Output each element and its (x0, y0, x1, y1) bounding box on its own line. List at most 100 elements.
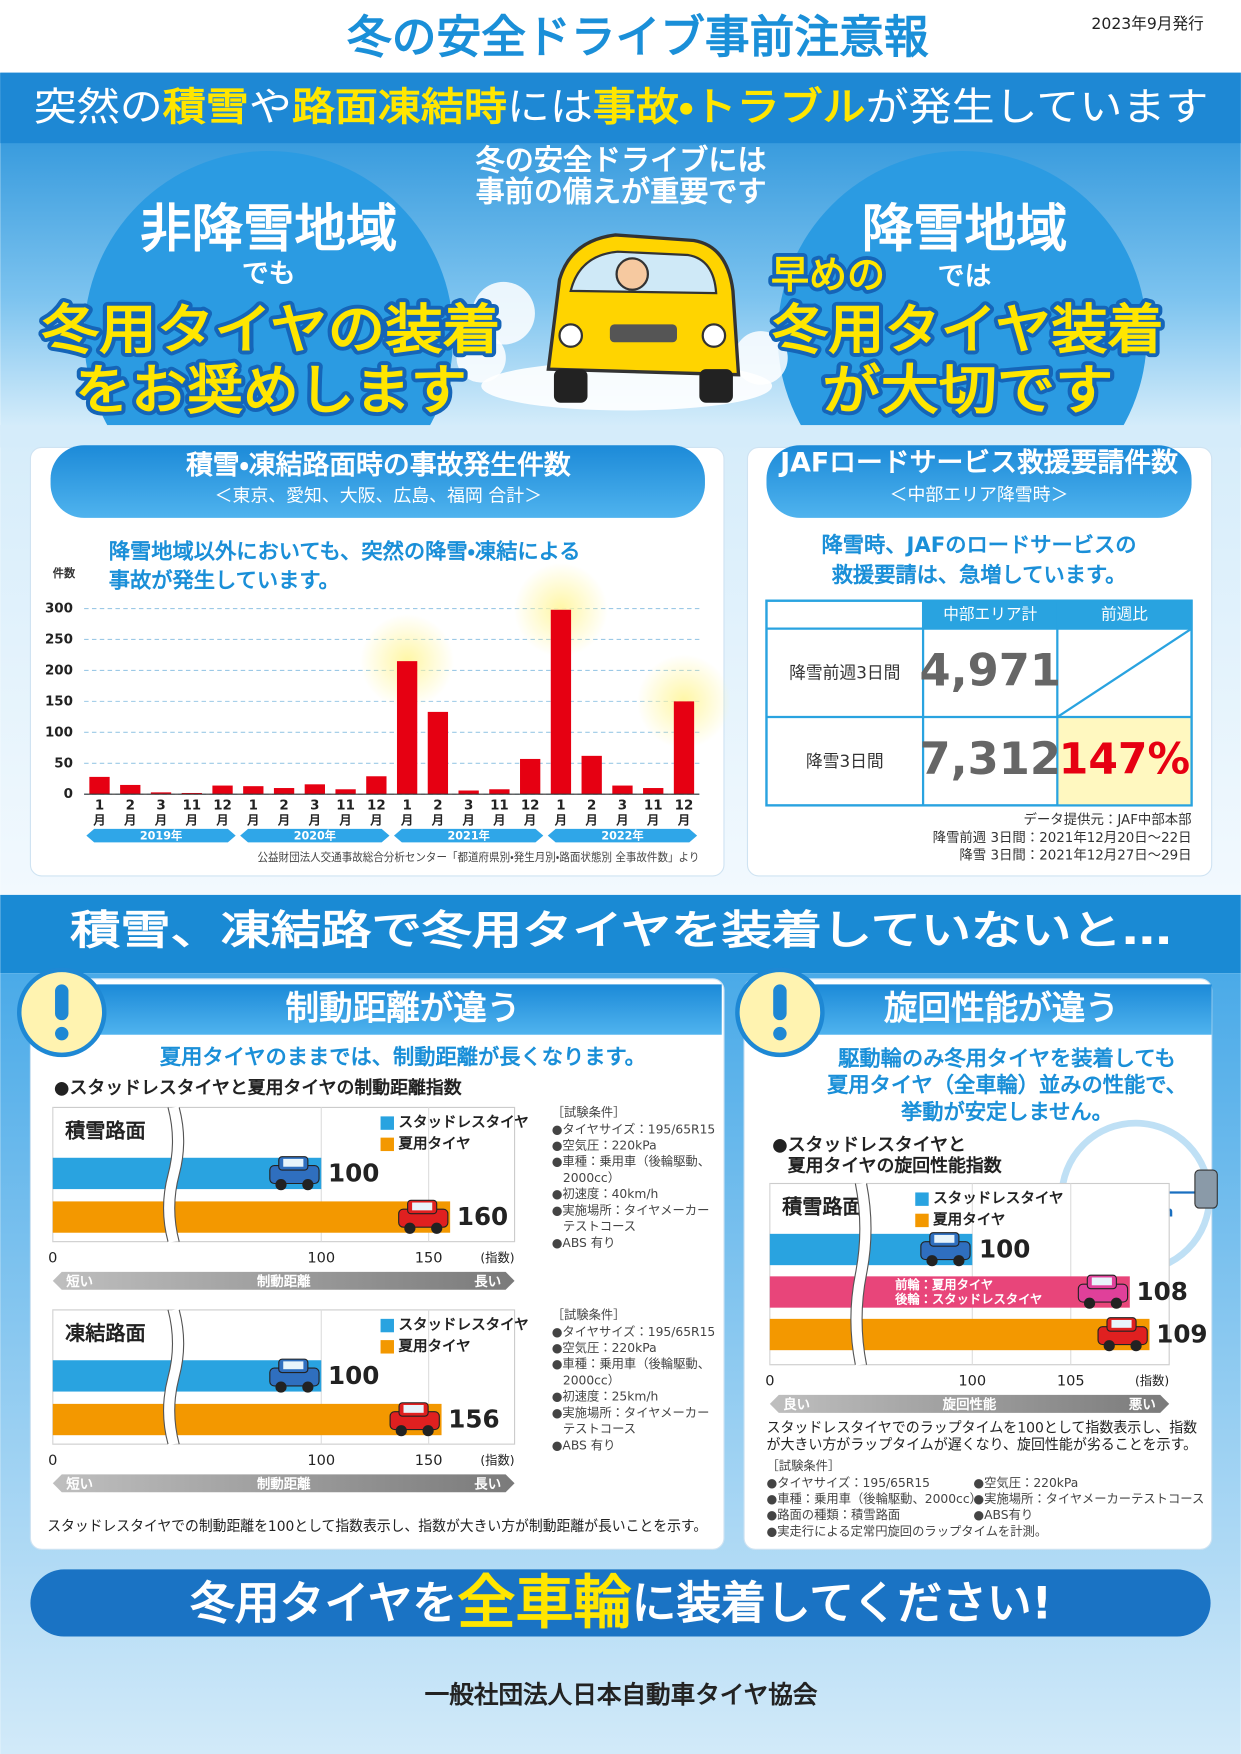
car-illustration (456, 233, 788, 411)
car-window (283, 1158, 304, 1167)
car-wheel (1083, 1297, 1096, 1309)
axis-unit: 件数 (53, 566, 76, 580)
y-tick-label: 100 (45, 725, 73, 740)
condition-item: ●実施場所：タイヤメーカー (552, 1202, 710, 1217)
poster-title: 冬の安全ドライブ事前注意報 (347, 10, 929, 63)
axis-break (163, 1308, 184, 1446)
footnote: スタッドレスタイヤでの制動距離を100として指数表示し、指数が大きい方が制動距離… (47, 1518, 707, 1535)
value-label: 100 (328, 1159, 379, 1188)
x-tick-label: 12 (367, 798, 386, 813)
y-tick-label: 50 (54, 756, 73, 771)
legend-swatch (380, 1318, 394, 1333)
right-message: 冬用タイヤ装着 (772, 298, 1164, 361)
panel-title: 積雪・凍結路面時の事故発生件数 (186, 449, 571, 481)
condition-item: ●ABS有り (973, 1508, 1033, 1522)
x-tick-label: 100 (958, 1373, 986, 1389)
bar (550, 609, 572, 795)
banner-part: が発生しています (866, 85, 1209, 130)
footer-org: 一般社団法人日本自動車タイヤ協会 (425, 1680, 818, 1709)
axis-unit: (指数) (1135, 1373, 1169, 1388)
bar (769, 1276, 1130, 1308)
chart-title: ●スタッドレスタイヤと夏用タイヤの制動距離指数 (54, 1076, 462, 1098)
condition-item: ●空気圧：220kPa (552, 1340, 657, 1355)
x-tick-suffix: 月 (615, 814, 628, 828)
x-tick-label: 2 (279, 798, 288, 813)
section-heading: 積雪、凍結路で冬用タイヤを装着していないと… (70, 908, 1172, 954)
value-label: 108 (1137, 1277, 1188, 1306)
car-icon (269, 1156, 320, 1191)
x-tick-label: 3 (156, 798, 165, 813)
panel-subtitle: ＜東京、愛知、大阪、広島、福岡 合計＞ (215, 486, 542, 507)
bar (212, 785, 233, 795)
year-arrow (547, 828, 698, 843)
region-particle: では (938, 261, 992, 292)
bar (489, 789, 510, 795)
legend-swatch (915, 1192, 929, 1206)
banner-part: 事故・トラブル (593, 85, 866, 130)
axis-break-edge (163, 1309, 185, 1445)
car-window (934, 1234, 955, 1243)
car-window (283, 1361, 304, 1370)
axis-arrow (52, 1271, 515, 1290)
x-tick-label: 1 (95, 798, 104, 813)
y-tick-label: 250 (45, 632, 73, 647)
region-heading: 降雪地域 (862, 200, 1068, 260)
car-icon (269, 1358, 320, 1393)
banner-part: や (249, 85, 292, 130)
section-band (0, 894, 1241, 974)
condition-item: ●タイヤサイズ：195/65R15 (766, 1475, 930, 1490)
value-label: 100 (979, 1235, 1030, 1264)
panel-note: 救援要請は、急増しています。 (832, 562, 1127, 588)
center-line: 冬の安全ドライブには (476, 143, 767, 177)
alert-icon (735, 967, 825, 1058)
car-wheel (926, 1255, 938, 1267)
x-tick-label: 150 (415, 1250, 443, 1266)
bar (520, 758, 541, 795)
table-header: 前週比 (1101, 605, 1148, 624)
x-tick-label: 0 (48, 1453, 57, 1469)
bar (769, 1318, 1150, 1351)
value-label: 100 (328, 1361, 379, 1390)
conditions-header: ［試験条件］ (552, 1105, 626, 1120)
x-tick-suffix: 月 (246, 814, 259, 828)
x-tick-suffix: 月 (677, 814, 690, 828)
chart-title: ●スタッドレスタイヤと (772, 1134, 966, 1155)
legend-label: 夏用タイヤ (398, 1135, 470, 1152)
conditions-header: ［試験条件］ (552, 1307, 626, 1322)
x-tick-label: 3 (618, 798, 627, 813)
panel-note: 夏用タイヤのままでは、制動距離が長くなります。 (160, 1044, 646, 1070)
condition-item: ●路面の種類：積雪路面 (766, 1507, 900, 1522)
footnote: 降雪前週 3日間：2021年12月20日～22日 (933, 829, 1192, 846)
footnote: が大きい方がラップタイムが遅くなり、旋回性能が劣ることを示す。 (766, 1436, 1197, 1453)
axis-break-edge (850, 1183, 872, 1365)
braking-title-strip (84, 984, 722, 1035)
condition-item: ●空気圧：220kPa (552, 1138, 657, 1153)
condition-item: ●実走行による定常円旋回のラップタイムを計測。 (766, 1523, 1047, 1538)
legend-label: 夏用タイヤ (398, 1338, 470, 1355)
car-wheel (275, 1381, 287, 1393)
year-label: 2020年 (294, 829, 336, 843)
x-tick-label: 12 (213, 798, 232, 813)
car-wheel (404, 1222, 416, 1234)
alert-icon (17, 967, 107, 1058)
panel-note: 駆動輪のみ冬用タイヤを装着しても (838, 1045, 1176, 1071)
panel-subtitle: ＜中部エリア降雪時＞ (890, 485, 1069, 506)
condition-item: 2000cc） (563, 1171, 620, 1185)
axis-arrow-label: 制動距離 (257, 1273, 311, 1290)
bar (673, 701, 695, 795)
condition-item: テストコース (563, 1422, 636, 1436)
car-wheel (1103, 1340, 1115, 1352)
x-tick-label: 12 (675, 798, 694, 813)
closing-text: 冬用タイヤを全車輪に装着してください! (190, 1568, 1052, 1636)
bar (89, 776, 110, 795)
x-tick-suffix: 月 (585, 814, 598, 828)
value-label: 156 (448, 1405, 499, 1434)
condition-item: ●実施場所：タイヤメーカー (552, 1405, 710, 1420)
bar (612, 785, 633, 795)
panel-note: 夏用タイヤ（全車輪）並みの性能で、 (827, 1072, 1187, 1098)
car-wheel (1130, 1340, 1142, 1352)
road-label: 凍結路面 (65, 1321, 146, 1345)
footnote: スタッドレスタイヤでのラップタイムを100として指数表示し、指数 (766, 1419, 1197, 1436)
car-icon (1097, 1317, 1148, 1352)
panel-note: 挙動が安定しません。 (900, 1099, 1113, 1125)
